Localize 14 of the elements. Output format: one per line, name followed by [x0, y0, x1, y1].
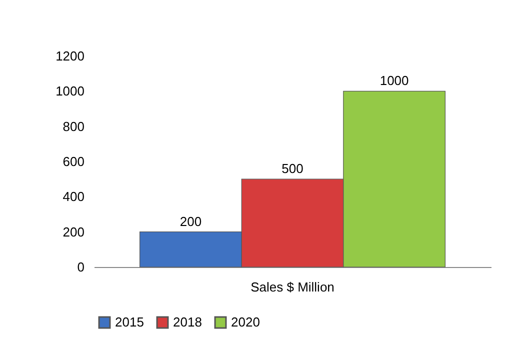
data-label: 1000	[380, 73, 409, 88]
y-tick-label: 400	[62, 189, 84, 204]
legend-label: 2018	[173, 314, 202, 330]
y-tick-label: 200	[62, 224, 84, 240]
y-tick-label: 1200	[56, 48, 84, 64]
y-tick-label: 1000	[56, 84, 84, 99]
legend-label: 2020	[231, 314, 260, 330]
y-tick-label: 600	[62, 154, 84, 169]
legend-label: 2015	[115, 314, 144, 330]
data-label: 500	[282, 161, 304, 176]
y-tick-label: 0	[77, 260, 84, 274]
x-tick-label: Sales $ Million	[250, 280, 334, 294]
data-label: 200	[180, 214, 202, 229]
y-tick-label: 800	[62, 118, 84, 134]
